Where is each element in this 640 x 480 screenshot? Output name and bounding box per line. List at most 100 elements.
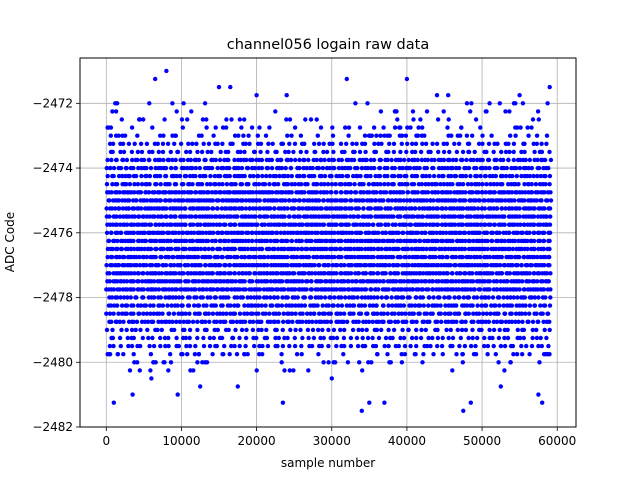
scatter-point [300, 279, 305, 284]
scatter-point [308, 311, 313, 316]
scatter-point [409, 238, 414, 244]
scatter-point [196, 352, 201, 357]
scatter-point [368, 206, 374, 211]
scatter-point [536, 295, 541, 300]
scatter-point [346, 133, 351, 138]
scatter-point [527, 271, 532, 276]
scatter-point [280, 295, 285, 300]
scatter-point [228, 271, 233, 276]
scatter-point [409, 335, 415, 341]
scatter-point [273, 173, 279, 179]
scatter-point [211, 287, 216, 292]
scatter-point [254, 190, 259, 195]
scatter-point [450, 182, 455, 187]
scatter-point [168, 263, 174, 268]
scatter-point [157, 190, 162, 195]
scatter-point [368, 214, 374, 219]
scatter-point [452, 295, 457, 300]
scatter-point [293, 287, 298, 292]
scatter-point [214, 214, 219, 219]
scatter-point [289, 238, 295, 244]
scatter-point [217, 222, 223, 227]
scatter-point [328, 311, 333, 316]
scatter-point [435, 335, 441, 341]
scatter-point [205, 182, 210, 187]
scatter-point [305, 182, 310, 187]
x-tick-label: 20000 [238, 434, 276, 448]
scatter-point [488, 182, 493, 187]
scatter-point [487, 279, 492, 284]
scatter-point [187, 149, 193, 155]
scatter-point [448, 311, 453, 316]
scatter-point [165, 141, 171, 146]
scatter-point [419, 182, 424, 187]
scatter-point [175, 392, 180, 397]
scatter-point [283, 198, 288, 203]
scatter-point [280, 279, 285, 284]
scatter-point [398, 125, 403, 130]
scatter-point [367, 303, 373, 308]
scatter-point [229, 117, 234, 122]
scatter-point [331, 149, 336, 155]
scatter-point [361, 182, 366, 187]
scatter-point [517, 254, 522, 260]
scatter-point [127, 368, 133, 373]
scatter-point [525, 125, 530, 130]
scatter-point [277, 173, 282, 179]
scatter-point [153, 287, 158, 292]
scatter-point [509, 319, 515, 324]
scatter-point [168, 198, 174, 203]
scatter-point [192, 303, 197, 308]
scatter-point [470, 303, 475, 308]
scatter-point [498, 384, 503, 389]
scatter-point [338, 327, 343, 333]
scatter-point [292, 271, 297, 276]
scatter-point [466, 311, 471, 316]
scatter-point [424, 311, 429, 316]
scatter-point [325, 319, 330, 324]
scatter-point [223, 319, 228, 324]
scatter-point [445, 254, 450, 260]
scatter-point [236, 303, 241, 308]
scatter-point [517, 214, 522, 219]
scatter-point [378, 222, 384, 227]
scatter-point [208, 254, 213, 260]
scatter-point [442, 311, 448, 316]
scatter-point [169, 214, 174, 219]
scatter-point [252, 343, 257, 349]
scatter-point [339, 182, 344, 187]
scatter-point [272, 206, 277, 211]
scatter-point [365, 173, 370, 179]
scatter-point [456, 287, 461, 292]
scatter-point [156, 287, 162, 292]
scatter-point [319, 173, 324, 179]
scatter-point [387, 141, 392, 146]
scatter-point [229, 343, 234, 349]
scatter-point [232, 311, 238, 316]
scatter-point [134, 263, 139, 268]
scatter-point [379, 246, 384, 252]
scatter-point [205, 149, 210, 155]
scatter-point [237, 343, 242, 349]
scatter-point [436, 149, 441, 155]
scatter-point [246, 238, 251, 244]
scatter-point [237, 287, 243, 292]
scatter-point [548, 271, 553, 276]
scatter-point [492, 190, 497, 195]
scatter-point [184, 343, 189, 349]
scatter-point [365, 101, 370, 106]
scatter-point [366, 182, 372, 187]
scatter-point [378, 157, 383, 163]
scatter-point [408, 125, 413, 130]
scatter-point [455, 133, 460, 138]
scatter-point [505, 327, 510, 333]
scatter-point [485, 352, 490, 357]
scatter-point [468, 254, 473, 260]
scatter-point [499, 271, 505, 276]
scatter-point [206, 246, 211, 252]
scatter-point [285, 173, 291, 179]
scatter-point [140, 335, 145, 341]
scatter-point [287, 368, 292, 373]
scatter-point [366, 133, 372, 138]
scatter-point [340, 222, 345, 227]
